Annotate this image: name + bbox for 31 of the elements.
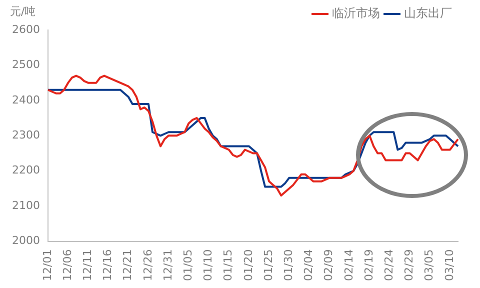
x-tick-label: 12/01 <box>40 249 54 282</box>
x-tick-label: 02/09 <box>322 249 336 282</box>
y-axis-title: 元/吨 <box>10 4 36 19</box>
y-tick-label: 2500 <box>12 58 40 72</box>
x-tick-label: 12/06 <box>60 249 74 282</box>
y-tick-label: 2300 <box>12 128 40 142</box>
y-tick-label: 2200 <box>12 164 40 177</box>
y-tick-label: 2100 <box>12 198 40 212</box>
x-tick-label: 02/04 <box>302 249 316 282</box>
x-tick-label: 02/19 <box>362 249 376 282</box>
x-tick-label: 02/14 <box>342 249 356 282</box>
x-tick-label: 12/21 <box>121 249 134 282</box>
x-tick-label: 01/05 <box>182 249 195 282</box>
x-tick-label: 12/26 <box>141 249 154 282</box>
x-tick-label: 01/10 <box>202 249 215 282</box>
y-tick-label: 2600 <box>12 22 40 36</box>
x-tick-label: 01/30 <box>282 249 296 282</box>
x-tick-label: 02/29 <box>402 249 416 282</box>
legend-label: 临沂市场 <box>332 6 380 20</box>
y-tick-label: 2400 <box>12 93 40 106</box>
y-tick-label: 2000 <box>12 234 40 248</box>
x-tick-label: 12/16 <box>101 249 114 282</box>
x-tick-label: 12/31 <box>161 249 174 282</box>
legend-label: 山东出厂 <box>404 6 452 20</box>
x-tick-label: 12/11 <box>81 249 94 282</box>
x-tick-label: 02/24 <box>382 249 396 282</box>
x-tick-label: 01/20 <box>242 249 255 282</box>
x-tick-label: 03/10 <box>442 249 456 282</box>
x-tick-label: 01/15 <box>222 249 235 282</box>
x-tick-label: 01/25 <box>262 249 275 282</box>
x-tick-label: 03/05 <box>422 249 436 282</box>
